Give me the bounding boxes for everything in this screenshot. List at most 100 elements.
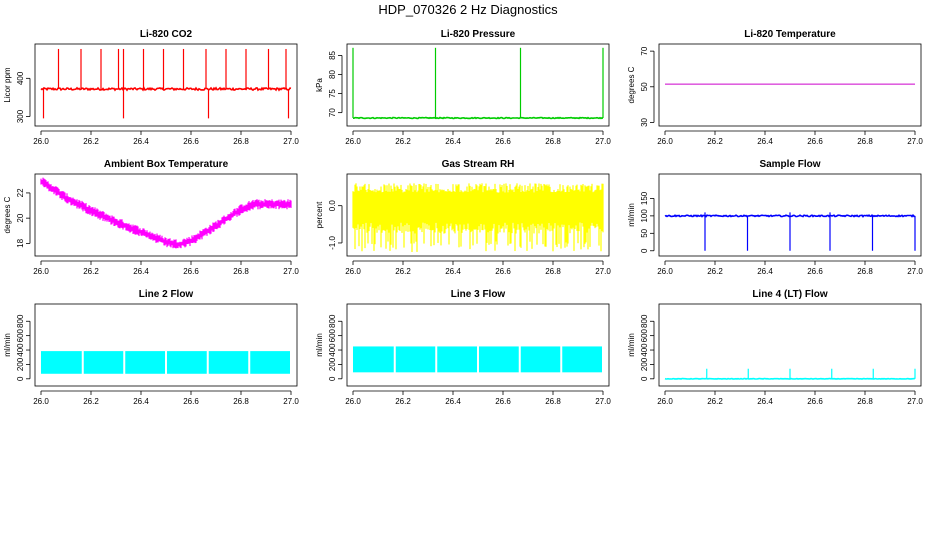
y-tick-label: 22 (16, 188, 25, 197)
x-tick-label: 27.0 (283, 397, 299, 406)
x-tick-label: 26.0 (657, 397, 673, 406)
x-tick-label: 26.8 (233, 267, 249, 276)
x-tick-label: 26.0 (345, 137, 361, 146)
panel-frame (346, 173, 610, 257)
y-tick-label: 400 (16, 71, 25, 85)
chart-panel-2: Li-820 Pressure 26.0 26.2 26.4 26.6 26.8 27.0 7… (315, 29, 611, 146)
x-tick-label: 26.8 (857, 137, 873, 146)
x-tick-label: 26.0 (33, 267, 49, 276)
x-tick-label: 26.8 (233, 137, 249, 146)
y-tick-label: 600 (328, 328, 337, 342)
flow-block (562, 346, 602, 373)
x-tick-label: 26.4 (757, 397, 773, 406)
y-tick-label: 18 (16, 238, 25, 247)
series-line (353, 116, 604, 120)
y-tick-label: 100 (640, 209, 649, 223)
x-tick-label: 26.6 (183, 137, 199, 146)
series-line (40, 86, 292, 92)
panel-frame (346, 43, 610, 127)
panel-title: Sample Flow (759, 159, 820, 170)
x-tick-label: 26.2 (707, 137, 723, 146)
x-tick-label: 27.0 (907, 267, 923, 276)
flow-block (41, 351, 82, 374)
x-tick-label: 27.0 (283, 137, 299, 146)
y-tick-label: 800 (328, 314, 337, 328)
x-tick-label: 26.2 (83, 397, 99, 406)
y-tick-label: 800 (640, 314, 649, 328)
chart-panel-9: Line 4 (LT) Flow 26.0 26.2 26.4 26.6 26.8 27.0… (627, 289, 923, 406)
panel-frame (346, 303, 610, 387)
panels-grid: Li-820 CO2 26.0 26.2 26.4 26.6 26.8 27.0 300 400… (3, 29, 923, 406)
x-tick-label: 26.4 (445, 397, 461, 406)
x-tick-label: 26.8 (857, 267, 873, 276)
y-tick-label: 50 (640, 228, 649, 237)
x-tick-label: 27.0 (595, 397, 611, 406)
y-tick-label: 150 (640, 191, 649, 205)
flow-block (125, 351, 165, 374)
x-tick-label: 26.0 (345, 397, 361, 406)
y-axis-label: ml/min (627, 333, 636, 357)
y-axis-label: ml/min (315, 333, 324, 357)
x-tick-label: 26.6 (807, 267, 823, 276)
data-series (352, 47, 604, 120)
y-tick-label: 20 (16, 213, 25, 222)
data-series (664, 212, 916, 251)
x-tick-label: 26.2 (395, 137, 411, 146)
y-tick-label: 300 (16, 109, 25, 123)
panel-frame (658, 303, 922, 387)
x-tick-label: 26.2 (395, 267, 411, 276)
flow-block (83, 351, 124, 374)
panel-title: Li-820 Temperature (744, 29, 836, 40)
y-axis-label: percent (315, 201, 324, 228)
y-axis-label: degrees C (3, 196, 12, 233)
x-tick-label: 26.8 (857, 397, 873, 406)
data-series (352, 183, 604, 253)
y-tick-label: 70 (328, 108, 337, 117)
flow-block (437, 346, 477, 373)
x-tick-label: 27.0 (907, 397, 923, 406)
y-axis-label: ml/min (627, 203, 636, 227)
x-tick-label: 27.0 (595, 267, 611, 276)
y-tick-label: 0 (640, 248, 649, 253)
x-tick-label: 26.4 (757, 267, 773, 276)
x-tick-label: 26.8 (545, 267, 561, 276)
x-tick-label: 26.6 (183, 267, 199, 276)
y-tick-label: 800 (16, 314, 25, 328)
x-tick-label: 26.2 (83, 137, 99, 146)
y-tick-label: 50 (640, 82, 649, 91)
y-axis-label: kPa (315, 78, 324, 92)
x-tick-label: 26.6 (495, 137, 511, 146)
panel-frame (34, 173, 298, 257)
x-tick-label: 26.0 (657, 267, 673, 276)
x-tick-label: 27.0 (283, 267, 299, 276)
panel-title: Li-820 Pressure (441, 29, 516, 40)
chart-panel-8: Line 3 Flow 26.0 26.2 26.4 26.6 26.8 27.0 0 2004… (315, 289, 611, 406)
x-tick-label: 26.4 (133, 267, 149, 276)
panel-title: Line 2 Flow (139, 289, 194, 300)
x-tick-label: 26.4 (133, 397, 149, 406)
flow-block (479, 346, 519, 373)
x-tick-label: 26.2 (395, 397, 411, 406)
x-tick-label: 26.2 (83, 267, 99, 276)
panel-title: Ambient Box Temperature (104, 159, 229, 170)
chart-panel-7: Line 2 Flow 26.0 26.2 26.4 26.6 26.8 27.0 0 2004… (3, 289, 299, 406)
chart-panel-3: Li-820 Temperature 26.0 26.2 26.4 26.6 26.8 27… (627, 29, 923, 146)
x-tick-label: 26.6 (495, 397, 511, 406)
x-tick-label: 26.6 (807, 397, 823, 406)
data-series (41, 351, 290, 374)
y-tick-label: 0 (328, 376, 337, 381)
x-tick-label: 26.2 (707, 267, 723, 276)
y-tick-label: 85 (328, 50, 337, 59)
y-tick-label: 400 (640, 343, 649, 357)
panel-title: Li-820 CO2 (140, 29, 193, 40)
y-axis-label: ml/min (3, 333, 12, 357)
x-tick-label: 26.8 (233, 397, 249, 406)
panel-title: Gas Stream RH (442, 159, 515, 170)
y-tick-label: 600 (16, 328, 25, 342)
data-series (40, 48, 292, 119)
data-series (353, 346, 602, 373)
y-tick-label: -1.0 (328, 236, 337, 250)
chart-panel-4: Ambient Box Temperature 26.0 26.2 26.4 26.6 2… (3, 159, 299, 276)
x-tick-label: 26.4 (445, 137, 461, 146)
